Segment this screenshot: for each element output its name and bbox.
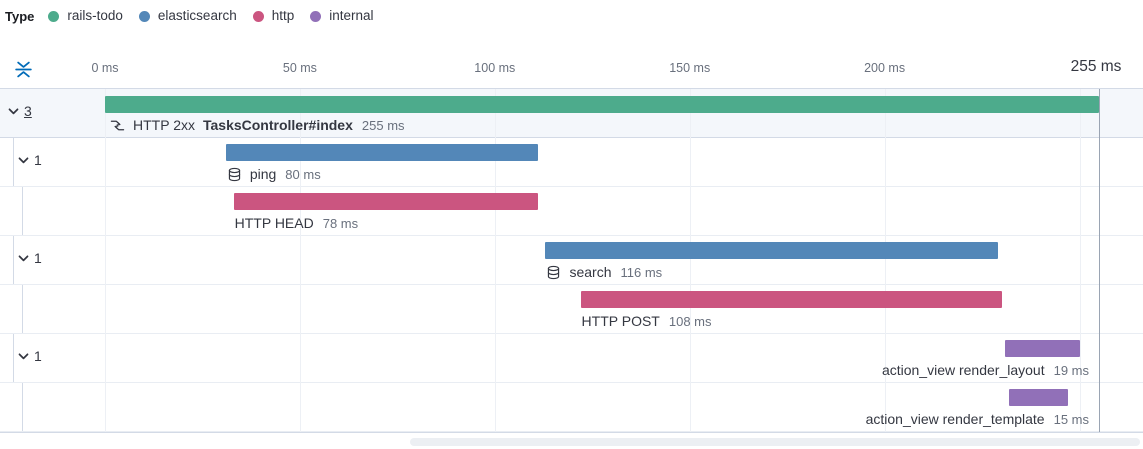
gridline xyxy=(1079,89,1081,432)
span-duration: 116 ms xyxy=(620,264,663,280)
time-axis: 0 ms 50 ms 100 ms 150 ms 200 ms 255 ms xyxy=(0,50,1143,89)
tree-indent-guide xyxy=(13,236,14,284)
span-name: action_view render_layout xyxy=(881,362,1045,378)
span-label: search 116 ms xyxy=(546,263,662,281)
tree-indent-guide xyxy=(13,138,14,186)
span-label: HTTP POST 108 ms xyxy=(582,312,712,330)
chevron-down-icon xyxy=(17,252,30,265)
accordion-toggle-button[interactable]: 1 xyxy=(17,151,42,169)
legend-item-label: rails-todo xyxy=(67,8,123,23)
span-bar-elasticsearch[interactable] xyxy=(225,144,538,161)
legend-dot-icon xyxy=(252,10,264,22)
axis-tick-label: 150 ms xyxy=(669,61,711,75)
axis-tick-label: 100 ms xyxy=(474,61,516,75)
span-label: action_view render_template 15 ms xyxy=(866,410,1089,428)
axis-end-label: 255 ms xyxy=(1070,58,1122,75)
span-label: ping 80 ms xyxy=(227,165,321,183)
tree-indent-guide xyxy=(22,383,23,431)
waterfall-row: action_view render_template 15 ms xyxy=(0,383,1143,432)
span-bar-elasticsearch[interactable] xyxy=(545,242,998,259)
legend-item-elasticsearch[interactable]: elasticsearch xyxy=(138,8,237,24)
legend-item-http[interactable]: http xyxy=(252,8,295,24)
waterfall-row: HTTP POST 108 ms xyxy=(0,285,1143,334)
horizontal-scrollbar[interactable] xyxy=(410,438,1140,446)
axis-tick-label: 0 ms xyxy=(91,61,119,75)
legend-item-label: http xyxy=(271,8,295,23)
gridline xyxy=(884,89,886,432)
child-count: 1 xyxy=(34,348,42,364)
span-name: action_view render_template xyxy=(865,411,1045,427)
span-duration: 19 ms xyxy=(1053,362,1089,378)
axis-tick-label: 200 ms xyxy=(864,61,906,75)
waterfall-row: HTTP HEAD 78 ms xyxy=(0,187,1143,236)
span-label: HTTP 2xx TasksController#index 255 ms xyxy=(110,116,405,134)
tree-indent-guide xyxy=(13,334,14,382)
legend-items: rails-todo elasticsearch http internal xyxy=(48,8,389,24)
child-count: 1 xyxy=(34,250,42,266)
gridline xyxy=(105,89,106,432)
fold-icon xyxy=(14,60,34,79)
span-name: ping xyxy=(249,166,277,182)
legend-item-rails-todo[interactable]: rails-todo xyxy=(48,8,123,24)
tree-indent-guide xyxy=(22,285,23,333)
tree-indent-guide xyxy=(22,187,23,235)
span-bar-internal[interactable] xyxy=(1009,389,1068,406)
legend-title: Type xyxy=(5,8,35,24)
span-duration: 255 ms xyxy=(361,117,405,133)
span-name: search xyxy=(569,264,612,280)
waterfall-chart: 3 HTTP 2xx TasksController#index 255 ms 1 pin… xyxy=(0,88,1143,433)
waterfall-row: 1 ping 80 ms xyxy=(0,138,1143,187)
span-label: HTTP HEAD 78 ms xyxy=(235,214,359,232)
child-count: 3 xyxy=(24,103,32,119)
legend-dot-icon xyxy=(48,10,60,22)
span-bar-rails-todo[interactable] xyxy=(105,96,1099,113)
legend-item-label: internal xyxy=(329,8,374,23)
span-name: HTTP POST xyxy=(581,313,660,329)
gridline xyxy=(494,89,496,432)
span-name: HTTP HEAD xyxy=(234,215,314,231)
span-name: TasksController#index xyxy=(202,117,353,133)
span-duration: 78 ms xyxy=(322,215,359,231)
transaction-icon xyxy=(110,118,125,133)
legend-item-label: elasticsearch xyxy=(157,8,237,23)
legend-dot-icon xyxy=(138,10,150,22)
gridline xyxy=(689,89,691,432)
waterfall-row: 1 action_view render_layout 19 ms xyxy=(0,334,1143,383)
gridline xyxy=(299,89,301,432)
trace-end-line xyxy=(1099,89,1100,432)
chevron-down-icon xyxy=(17,350,30,363)
legend-item-internal[interactable]: internal xyxy=(310,8,374,24)
chevron-down-icon xyxy=(7,105,20,118)
span-bar-http[interactable] xyxy=(580,291,1002,308)
database-icon xyxy=(546,265,561,280)
chevron-down-icon xyxy=(17,154,30,167)
accordion-toggle-button[interactable]: 1 xyxy=(17,347,42,365)
database-icon xyxy=(227,167,242,182)
span-bar-internal[interactable] xyxy=(1005,340,1080,357)
span-duration: 108 ms xyxy=(668,313,712,329)
legend: Type rails-todo elasticsearch http internal xyxy=(5,8,390,24)
span-duration: 15 ms xyxy=(1053,411,1089,427)
accordion-toggle-button[interactable]: 1 xyxy=(17,249,42,267)
span-bar-http[interactable] xyxy=(233,193,538,210)
accordion-toggle-button[interactable]: 3 xyxy=(7,102,32,120)
waterfall-row: 3 HTTP 2xx TasksController#index 255 ms xyxy=(0,88,1143,138)
axis-tick-label: 50 ms xyxy=(282,61,317,75)
collapse-all-button[interactable] xyxy=(12,57,36,81)
span-duration: 80 ms xyxy=(285,166,321,182)
span-label-prefix: HTTP 2xx xyxy=(133,117,195,133)
waterfall-row: 1 search 116 ms xyxy=(0,236,1143,285)
span-label: action_view render_layout 19 ms xyxy=(882,361,1089,379)
legend-dot-icon xyxy=(310,10,322,22)
child-count: 1 xyxy=(34,152,42,168)
